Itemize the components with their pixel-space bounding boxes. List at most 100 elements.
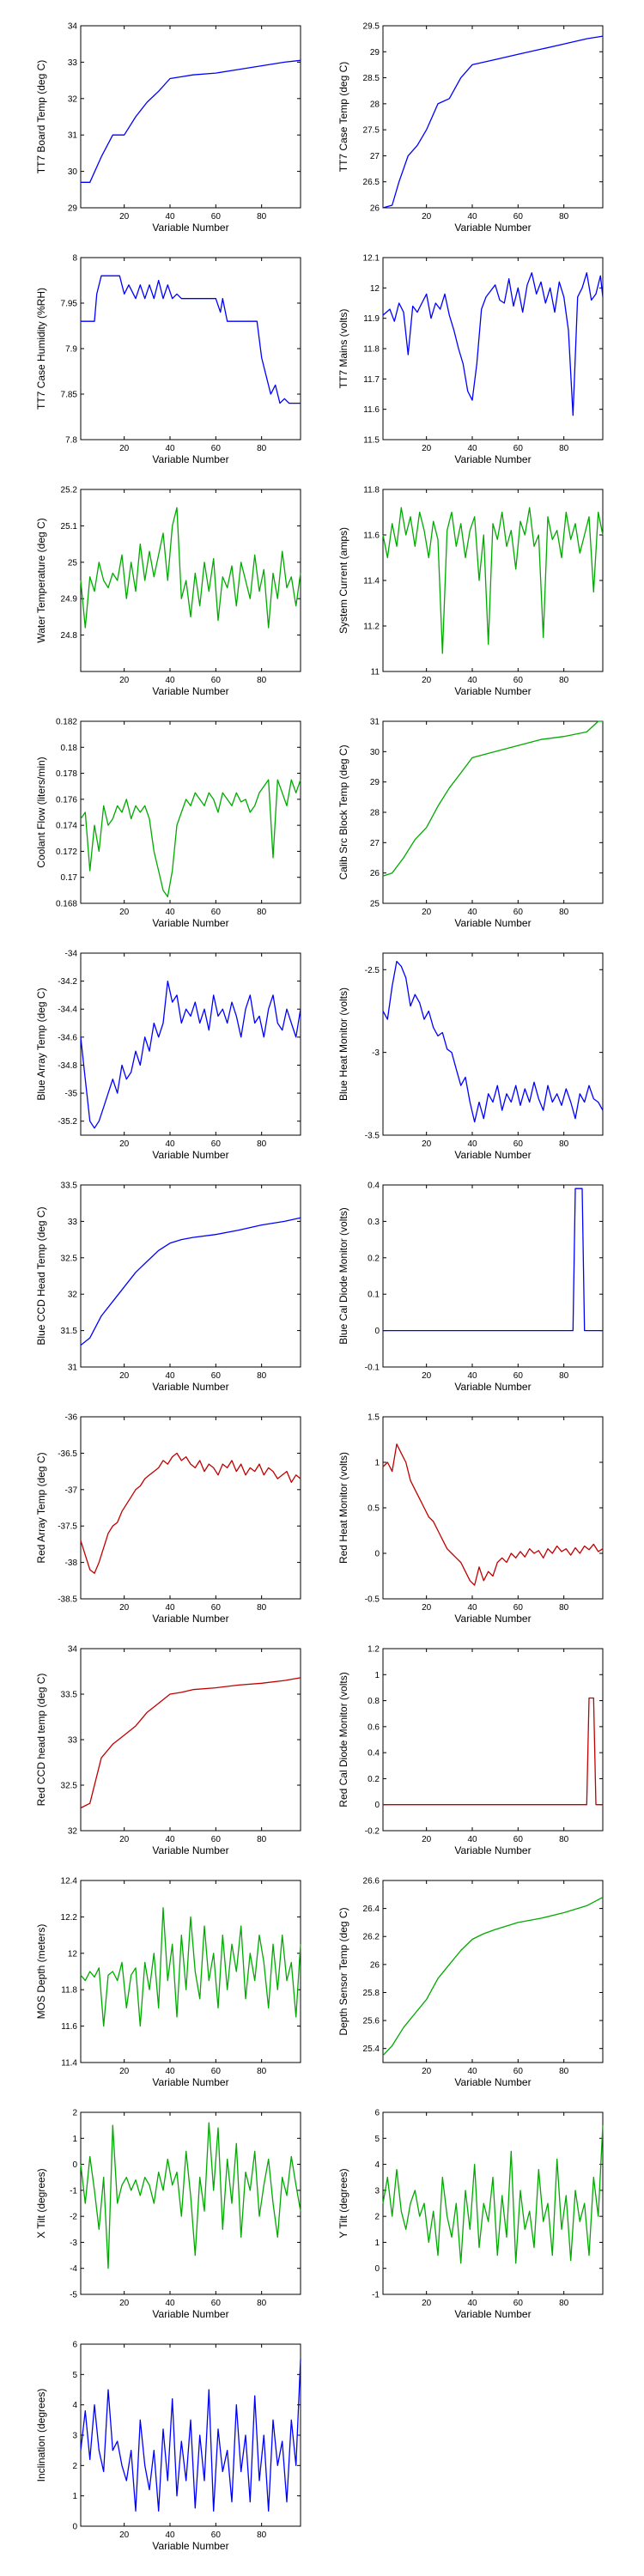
y-tick-label: 0.2 [368,1775,380,1784]
series-line [382,720,603,877]
x-tick-label: 40 [165,1371,175,1381]
series-line [382,2125,604,2264]
y-axis-label: Y Tilt (degrees) [337,2168,349,2238]
series-line [382,507,604,654]
y-tick-label: 3 [72,2432,77,2441]
y-tick-label: 29 [370,48,380,58]
x-tick-label: 40 [467,908,477,917]
x-tick-label: 80 [559,2299,569,2308]
y-tick-label: 2 [72,2462,77,2471]
x-axis-label: Variable Number [454,1149,531,1161]
x-tick-label: 80 [257,2530,267,2540]
x-tick-label: 20 [422,1835,432,1844]
y-tick-label: 0.2 [368,1254,380,1263]
y-tick-label: 1 [374,2239,380,2248]
series-line [383,1697,603,1806]
y-tick-label: 0.18 [61,744,78,753]
x-axis-label: Variable Number [454,685,531,697]
y-tick-label: 33 [68,1218,78,1227]
series-line [80,1217,301,1346]
x-tick-label: 20 [119,1139,130,1149]
y-tick-label: -34 [65,950,78,959]
y-tick-label: -3.5 [365,1132,380,1141]
x-tick-label: 60 [513,1603,524,1613]
chart-panel-3: 20 40 60 80 7.8 7.85 7.9 7.95 8 Variable Number TT… [35,254,301,465]
y-tick-label: 25.6 [363,2017,380,2026]
x-tick-label: 40 [165,1835,175,1844]
y-tick-label: 0.6 [368,1722,380,1732]
x-tick-label: 40 [165,2530,175,2540]
y-tick-label: -0.1 [365,1364,380,1373]
x-tick-label: 40 [165,2067,175,2076]
x-tick-label: 20 [422,1603,432,1613]
series-line [80,1907,301,2027]
y-tick-label: 0 [374,1327,380,1336]
y-tick-label: -34.8 [58,1061,77,1071]
x-tick-label: 20 [422,212,432,222]
y-axis-label: TT7 Case Temp (deg C) [337,62,349,173]
x-tick-label: 80 [257,1139,267,1149]
y-tick-label: 11.8 [363,345,380,355]
chart-panel-7: 20 40 60 80 0.168 0.17 0.172 0.174 0.176 0.178 0.1… [35,718,301,929]
x-tick-label: 40 [165,908,175,917]
y-tick-label: 8 [72,254,77,264]
y-tick-label: -37.5 [58,1522,77,1532]
x-tick-label: 60 [211,1139,222,1149]
y-tick-label: 0.17 [61,873,78,883]
x-tick-label: 80 [257,1371,267,1381]
y-tick-label: 1 [72,2135,77,2144]
x-tick-label: 20 [422,1139,432,1149]
x-tick-label: 80 [257,1835,267,1844]
chart-panel-6: 20 40 60 80 11 11.2 11.4 11.6 11.8 Variable Numbe… [337,486,604,697]
y-tick-label: 33 [68,1736,78,1746]
y-tick-label: 28 [370,809,380,818]
chart-panel-1: 20 40 60 80 29 30 31 32 33 34 Variable Number TT7 B… [35,22,301,234]
y-tick-label: 26.4 [363,1905,380,1914]
y-tick-label: 26.5 [363,178,380,187]
y-tick-label: 27.5 [363,126,380,136]
y-tick-label: 29 [370,778,380,787]
axes-frame [80,952,301,1136]
y-axis-label: Depth Sensor Temp (deg C) [337,1907,349,2035]
y-tick-label: 4 [374,2160,380,2170]
x-tick-label: 80 [559,1835,569,1844]
y-axis-label: TT7 Board Temp (deg C) [35,60,47,174]
axes-frame [80,1880,301,2063]
y-axis-label: Red Cal Diode Monitor (volts) [337,1672,349,1807]
x-tick-label: 60 [513,2299,524,2308]
x-tick-label: 60 [211,676,222,685]
y-axis-label: Red CCD head temp (deg C) [35,1674,47,1807]
x-tick-label: 60 [211,212,222,222]
y-tick-label: 11.6 [61,2022,77,2032]
y-tick-label: 1 [72,2492,77,2501]
y-tick-label: 25.4 [363,2044,380,2054]
y-tick-label: 11.4 [363,577,380,586]
y-axis-label: Inclination (degrees) [35,2389,47,2482]
x-tick-label: 80 [559,1139,569,1149]
x-tick-label: 80 [257,212,267,222]
y-tick-label: 12.1 [363,254,380,264]
y-axis-label: Blue Heat Monitor (volts) [337,987,349,1101]
x-tick-label: 40 [467,1139,477,1149]
chart-panel-20: 20 40 60 80 -1 0 1 2 3 4 5 6 Variable Number Y Tilt (… [337,2109,604,2320]
y-tick-label: 0.4 [368,1749,380,1759]
series-line [80,507,301,629]
x-tick-label: 40 [467,2067,477,2076]
y-tick-label: 11.7 [363,375,380,385]
x-tick-label: 60 [513,1139,524,1149]
chart-panel-17: 20 40 60 80 11.4 11.6 11.8 12 12.2 12.4 Variable N… [35,1877,301,2088]
x-tick-label: 60 [211,2299,222,2308]
x-axis-label: Variable Number [152,453,228,465]
y-tick-label: 0.4 [368,1182,380,1191]
x-tick-label: 40 [467,676,477,685]
y-tick-label: 25 [68,558,78,568]
x-tick-label: 80 [559,444,569,453]
y-tick-label: 31 [68,1364,78,1373]
chart-panel-16: 20 40 60 80 -0.2 0 0.2 0.4 0.6 0.8 1 1.2 Variable Nu… [337,1645,604,1856]
axes-frame [80,720,301,904]
x-axis-label: Variable Number [454,453,531,465]
y-tick-label: 30 [68,167,78,177]
x-axis-label: Variable Number [152,2308,228,2320]
y-tick-label: 32.5 [61,1254,78,1263]
x-tick-label: 20 [119,2530,130,2540]
